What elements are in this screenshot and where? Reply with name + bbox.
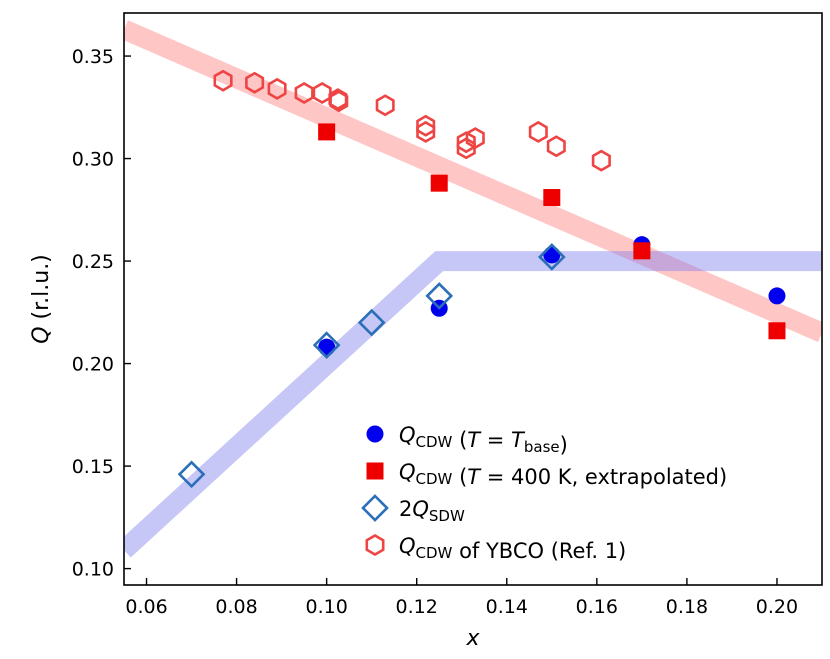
x-tick-label: 0.18: [666, 596, 708, 618]
data-point-hexagon: [267, 77, 287, 100]
data-point-diamond: [357, 308, 386, 337]
data-point-diamond: [425, 282, 454, 310]
data-point-hexagon: [528, 120, 548, 143]
data-point-circle: [543, 246, 561, 264]
y-tick-label: 0.25: [72, 251, 114, 273]
data-point-hexagon: [213, 69, 233, 92]
plot-frame: [123, 12, 823, 586]
y-axis: 0.10 0.15 0.20 0.25 0.30 0.35: [72, 46, 131, 581]
data-point-hexagon: [591, 149, 611, 172]
data-point-hexagon: [245, 71, 265, 94]
y-tick-label: 0.30: [72, 149, 114, 171]
data-point-hexagon: [456, 131, 476, 154]
x-axis: 0.06 0.08 0.10 0.12 0.14 0.16 0.18 0.20: [125, 578, 798, 618]
data-point-hexagon: [546, 135, 566, 158]
legend-item-square: QCDW (T = 400 K, extrapolated): [366, 460, 727, 489]
y-tick-label: 0.15: [72, 456, 114, 478]
series-hexagon: [213, 69, 611, 172]
series-diamond: [177, 243, 566, 489]
data-point-hexagon: [465, 127, 485, 150]
x-tick-label: 0.16: [576, 596, 618, 618]
data-point-hexagon: [375, 94, 395, 117]
data-point-square: [430, 174, 448, 192]
data-point-square: [633, 242, 651, 260]
legend-item-diamond: 2QSDW: [361, 494, 465, 525]
data-point-hexagon: [294, 82, 314, 105]
data-series: [177, 69, 786, 489]
data-point-diamond: [312, 331, 341, 359]
legend-label: QCDW (T = 400 K, extrapolated): [399, 460, 727, 489]
y-tick-label: 0.35: [72, 46, 114, 68]
x-tick-label: 0.10: [305, 596, 347, 618]
y-axis-label: Q (r.l.u.): [29, 254, 54, 344]
data-point-diamond: [177, 460, 206, 489]
legend-label: QCDW of YBCO (Ref. 1): [399, 534, 626, 563]
data-point-hexagon: [329, 90, 349, 113]
legend-marker-hexagon: [365, 533, 385, 556]
x-tick-label: 0.20: [756, 596, 798, 618]
data-point-square: [543, 189, 561, 207]
legend-label: 2QSDW: [399, 497, 465, 525]
legend: QCDW (T = Tbase) QCDW (T = 400 K, extrapo…: [361, 423, 727, 563]
data-point-hexagon: [312, 82, 332, 105]
x-tick-label: 0.14: [486, 596, 528, 618]
y-tick-label: 0.10: [72, 559, 114, 581]
legend-label: QCDW (T = Tbase): [399, 423, 568, 457]
data-point-square: [768, 322, 786, 340]
data-point-diamond: [537, 243, 566, 271]
guide-band-1: [124, 20, 822, 342]
x-tick-label: 0.12: [396, 596, 438, 618]
series-square: [318, 123, 786, 340]
data-point-hexagon: [416, 120, 436, 143]
guide-band-2: [124, 251, 822, 558]
data-point-hexagon: [416, 114, 436, 137]
y-tick-label: 0.20: [72, 354, 114, 376]
legend-item-hexagon: QCDW of YBCO (Ref. 1): [365, 533, 626, 563]
legend-marker-diamond: [361, 494, 389, 522]
data-point-circle: [318, 338, 336, 356]
x-tick-label: 0.06: [125, 596, 167, 618]
data-point-square: [318, 123, 336, 141]
legend-marker-circle: [366, 425, 384, 443]
legend-item-circle: QCDW (T = Tbase): [366, 423, 568, 457]
x-axis-label: x: [465, 626, 480, 651]
legend-marker-square: [366, 462, 384, 480]
guide-bands: [124, 20, 822, 558]
x-tick-label: 0.08: [215, 596, 257, 618]
data-point-circle: [768, 287, 786, 305]
